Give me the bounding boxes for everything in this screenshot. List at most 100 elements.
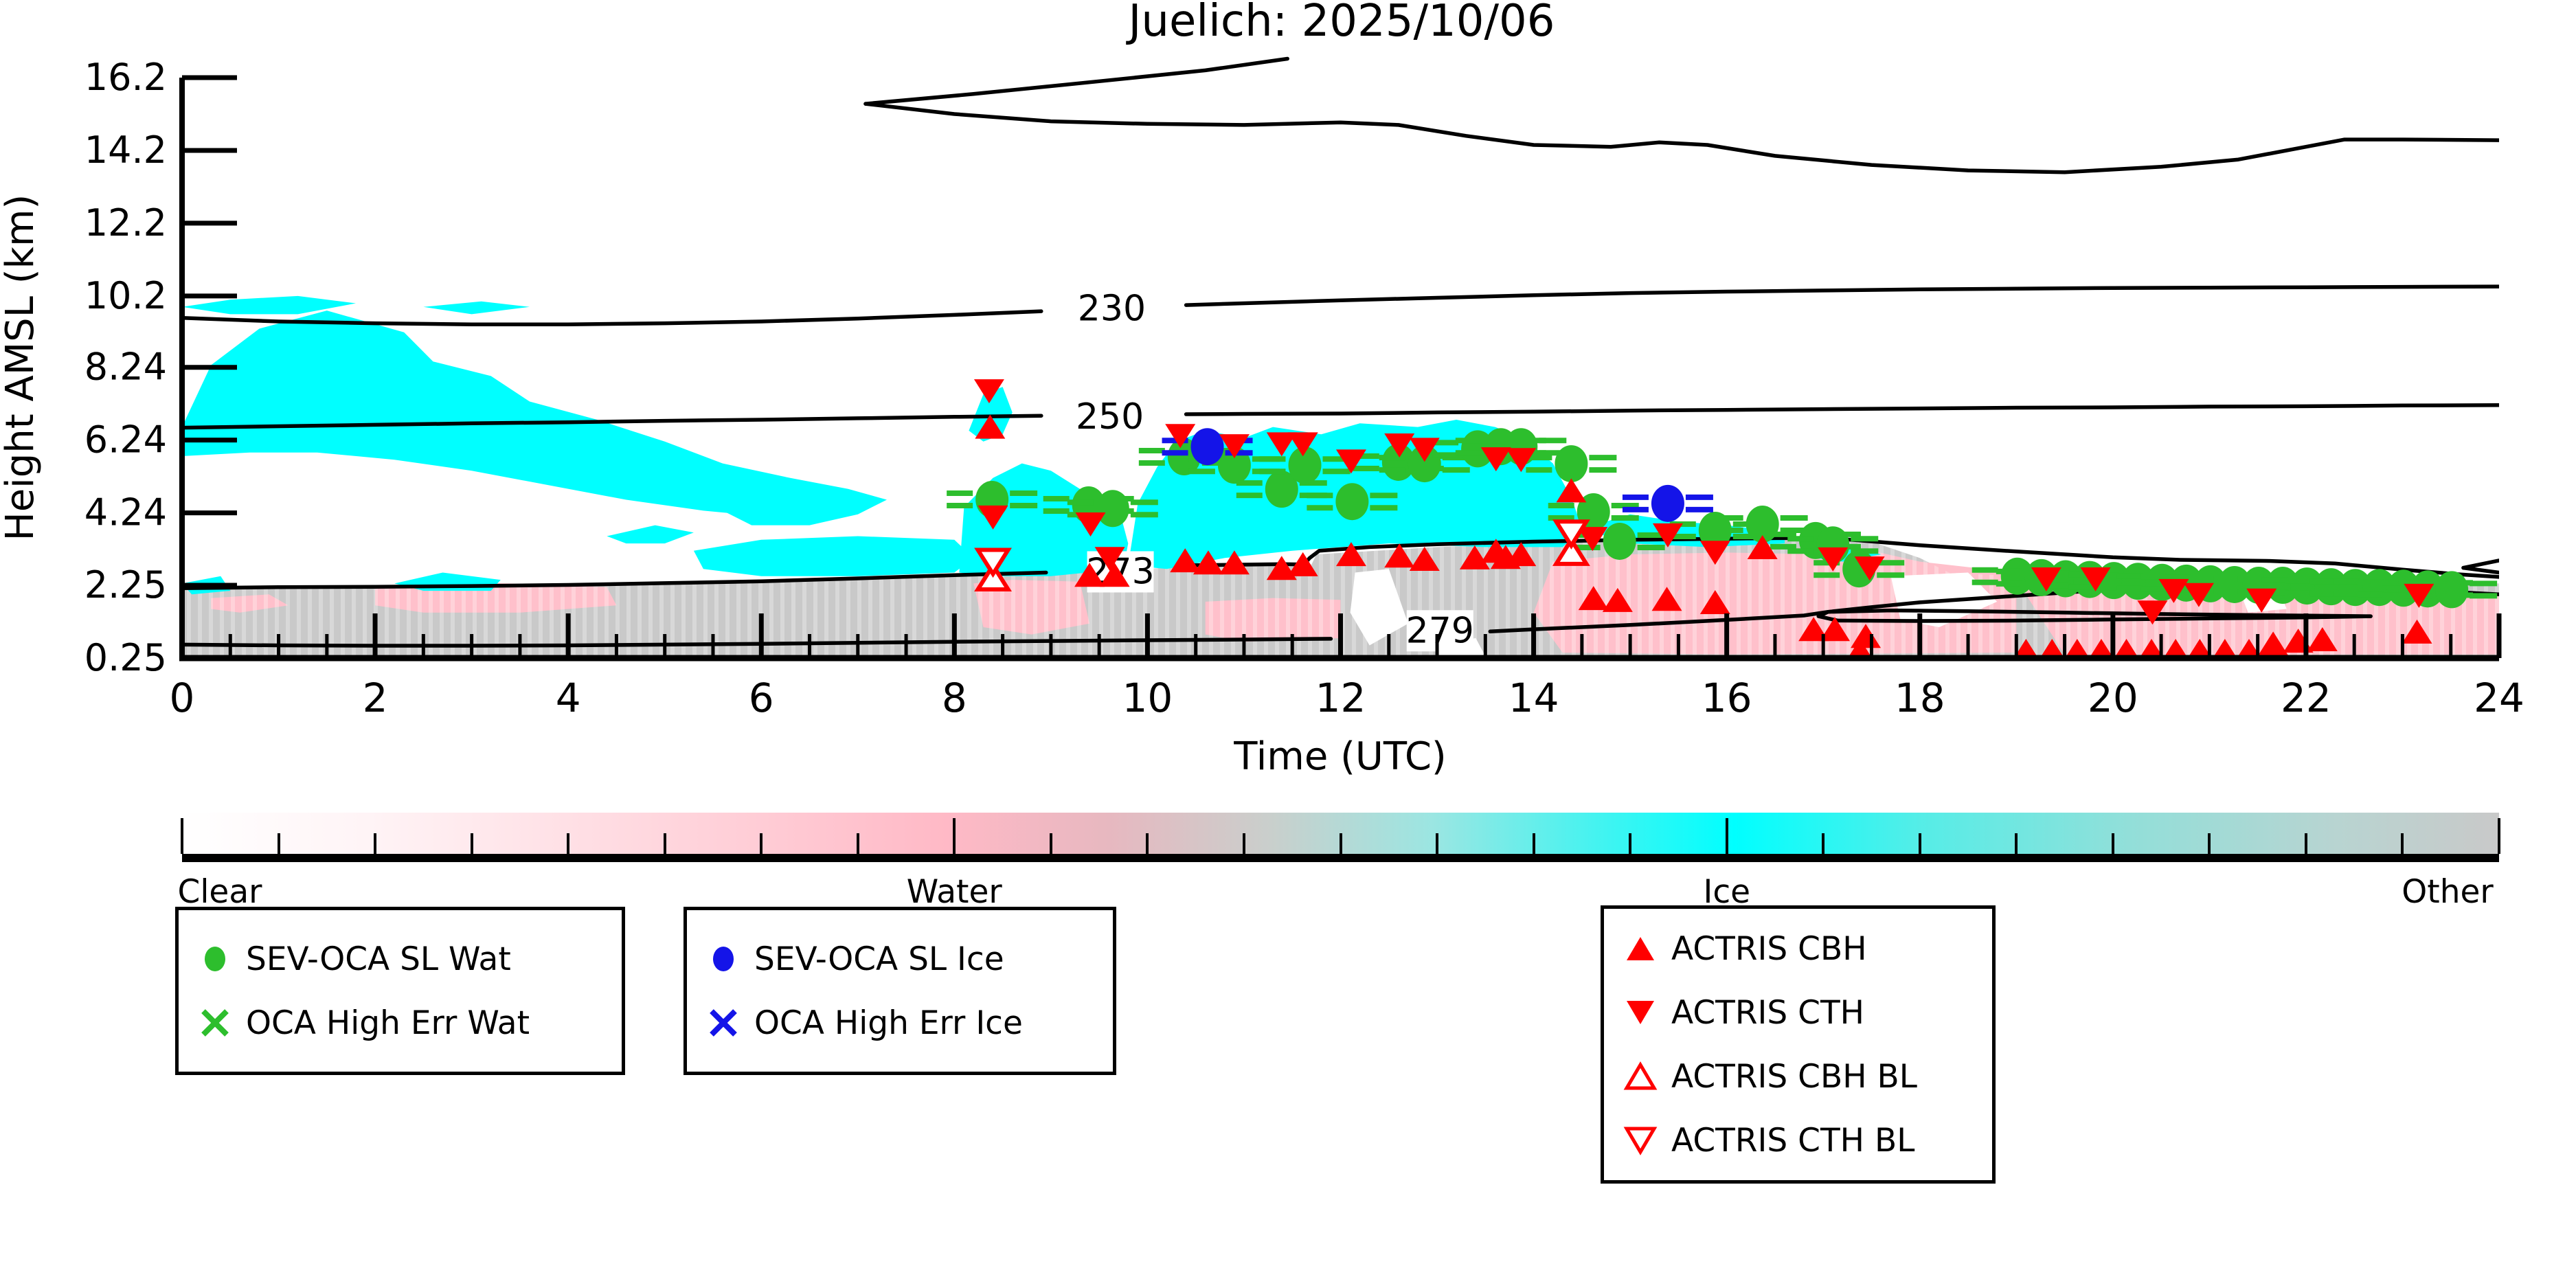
actris-cbh-marker — [2065, 638, 2090, 658]
sev-oca-sl-wat-marker — [1335, 483, 1369, 521]
actris-cbh-marker — [1578, 586, 1609, 611]
actris-cbh-marker — [1170, 548, 1201, 573]
legend-item-sev-oca-sl-wat: SEV-OCA SL Wat — [196, 940, 604, 978]
y-tick-label: 16.2 — [84, 56, 167, 99]
actris-cbh-marker — [2237, 638, 2261, 658]
legend-item-label: OCA High Err Wat — [246, 1004, 530, 1042]
actris-cth-marker — [2031, 567, 2061, 591]
x-tick-label: 22 — [2281, 675, 2331, 721]
legend-circle — [205, 947, 225, 971]
ice-region — [182, 295, 356, 315]
actris-cbh-marker — [1651, 587, 1682, 611]
legend-item-label: SEV-OCA SL Wat — [246, 940, 511, 978]
y-tick-label: 2.25 — [84, 563, 167, 607]
actris-cbh-marker — [1099, 563, 1130, 587]
actris-cth-marker — [1699, 541, 1730, 565]
legend-triangle — [1627, 937, 1654, 960]
isotherm-label: 230 — [1078, 288, 1146, 329]
actris-cth-marker — [1577, 527, 1608, 552]
actris-cbh-marker — [1747, 535, 1778, 560]
actris-cbh-marker — [2163, 638, 2188, 658]
x-tick-label: 8 — [942, 675, 967, 721]
contour-label-bg — [1406, 610, 1473, 652]
x-tick-label: 20 — [2088, 675, 2138, 721]
actris-cth-marker — [973, 379, 1004, 404]
actris-cbh-marker — [1798, 617, 1829, 642]
colorbar-tick — [1146, 833, 1149, 854]
ice-region — [423, 301, 530, 315]
sev-oca-sl-wat-marker — [1555, 445, 1588, 483]
legend-item-oca-high-err-ice: OCA High Err Ice — [705, 1004, 1095, 1042]
legend-item-label: OCA High Err Ice — [754, 1004, 1023, 1042]
ice-region — [607, 525, 694, 544]
colorbar-tick — [1049, 833, 1052, 854]
legend-x — [710, 1009, 737, 1037]
actris-cth-marker — [2404, 583, 2434, 608]
data-markers — [947, 379, 2498, 658]
x-tick-label: 2 — [363, 675, 388, 721]
tri-down-open-legend-icon — [1623, 1127, 1658, 1155]
actris-cbh-marker — [1820, 617, 1851, 642]
isotherm-line — [1184, 284, 2499, 307]
actris-cth-marker — [1409, 438, 1440, 462]
isotherm-line — [1826, 608, 2373, 618]
isotherm-line — [1816, 609, 1840, 623]
actris-cbh-marker — [2258, 631, 2289, 656]
actris-cbh-marker — [1848, 638, 1873, 658]
isotherm-line — [2461, 565, 2499, 575]
colorbar-tick — [663, 833, 666, 854]
isotherm-line — [182, 414, 1043, 430]
legend-item-actris-cth: ACTRIS CTH — [1622, 994, 1974, 1032]
isotherm-line — [1184, 403, 2499, 416]
colorbar-tick — [2015, 833, 2018, 854]
legend-item-label: ACTRIS CBH BL — [1671, 1057, 1917, 1096]
ice-region — [969, 387, 1013, 442]
actris-cth-marker — [1854, 556, 1885, 581]
actris-cbh-marker — [2307, 627, 2338, 652]
legend-item-actris-cbh-bl: ACTRIS CBH BL — [1622, 1058, 1974, 1096]
actris-cth-marker — [2080, 567, 2111, 591]
actris-cbh-marker — [2139, 638, 2164, 658]
colorbar-tick — [567, 833, 570, 854]
actris-cbh-marker — [1384, 543, 1415, 568]
sev-oca-sl-ice-marker — [1651, 484, 1684, 522]
colorbar-tick — [1242, 833, 1245, 854]
plot-title: Juelich: 2025/10/06 — [1126, 0, 1555, 47]
actris-cbh-marker — [975, 414, 1006, 439]
actris-cth-marker — [1335, 449, 1366, 474]
colorbar-tick — [470, 833, 473, 854]
tri-down-filled-legend-icon — [1627, 1001, 1654, 1024]
actris-cth-marker — [2183, 583, 2214, 607]
legend-item-actris-cth-bl: ACTRIS CTH BL — [1622, 1122, 1974, 1160]
actris-cbh-marker — [1556, 478, 1587, 503]
colorbar-tick — [953, 818, 956, 854]
legend-item-sev-oca-sl-ice: SEV-OCA SL Ice — [705, 940, 1095, 978]
sev-oca-sl-ice-marker — [1190, 428, 1224, 466]
sev-oca-sl-wat-marker — [1603, 522, 1636, 560]
colorbar-label-clear: Clear — [177, 873, 262, 911]
y-tick-label: 14.2 — [84, 128, 167, 172]
sev-oca-sl-wat-marker — [1096, 490, 1129, 528]
colorbar-tick — [2401, 833, 2404, 854]
legend-item-label: ACTRIS CTH BL — [1671, 1121, 1915, 1160]
legend-item-label: ACTRIS CTH — [1671, 993, 1865, 1032]
contour-label-bg — [1076, 396, 1144, 438]
legend-sev-oca-ice: SEV-OCA SL Ice OCA High Err Ice — [683, 907, 1116, 1075]
legend-item-oca-high-err-wat: OCA High Err Wat — [196, 1004, 604, 1042]
colorbar-tick — [2208, 833, 2211, 854]
actris-cth-marker — [1219, 434, 1250, 459]
actris-cth-marker — [2158, 578, 2189, 603]
colorbar-tick — [374, 833, 377, 854]
legend-triangle — [1623, 1061, 1658, 1090]
actris-cbh-marker — [2402, 619, 2432, 644]
colorbar-label-water: Water — [906, 873, 1002, 911]
y-tick-label: 6.24 — [84, 418, 167, 462]
actris-cbh-marker — [1074, 563, 1105, 587]
colorbar-tick — [1918, 833, 1921, 854]
colorbar-tick — [1822, 833, 1825, 854]
actris-cbh-marker — [2040, 638, 2064, 658]
